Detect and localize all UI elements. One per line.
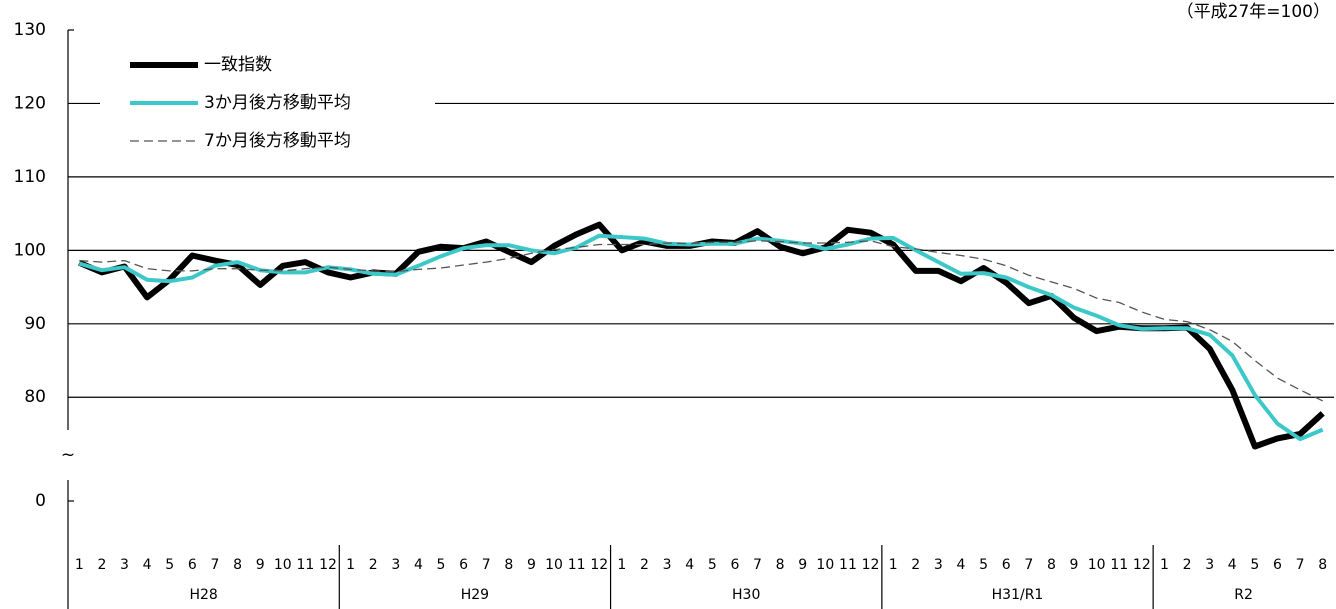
x-tick-label: 2 <box>640 557 649 573</box>
x-tick-label: 7 <box>482 557 491 573</box>
x-tick-label: 8 <box>776 557 785 573</box>
x-tick-label: 9 <box>1070 557 1079 573</box>
x-tick-label: 10 <box>545 557 563 573</box>
unit-note: （平成27年=100） <box>1177 2 1330 22</box>
x-tick-label: 2 <box>369 557 378 573</box>
x-tick-label: 1 <box>617 557 626 573</box>
x-group-label: R2 <box>1234 587 1253 603</box>
axis-break: ~ <box>61 445 75 465</box>
x-tick-label: 6 <box>188 557 197 573</box>
x-tick-label: 8 <box>504 557 513 573</box>
x-tick-label: 7 <box>210 557 219 573</box>
x-tick-label: 7 <box>1296 557 1305 573</box>
legend-label: 一致指数 <box>204 55 272 75</box>
x-group-label: H30 <box>732 587 760 603</box>
x-tick-label: 6 <box>459 557 468 573</box>
x-group-label: H31/R1 <box>992 587 1044 603</box>
x-tick-label: 4 <box>143 557 152 573</box>
x-tick-label: 1 <box>1160 557 1169 573</box>
x-tick-label: 6 <box>730 557 739 573</box>
x-tick-label: 8 <box>1047 557 1056 573</box>
series-line <box>79 240 1323 402</box>
x-tick-label: 5 <box>1250 557 1259 573</box>
y-tick-label: 0 <box>35 491 46 511</box>
y-tick-label: 130 <box>14 20 46 40</box>
y-tick-label: 100 <box>14 240 46 260</box>
x-tick-label: 3 <box>934 557 943 573</box>
x-tick-label: 11 <box>296 557 314 573</box>
x-tick-label: 11 <box>1110 557 1128 573</box>
y-tick-label: 120 <box>14 93 46 113</box>
y-tick-label: 90 <box>24 314 46 334</box>
x-tick-label: 6 <box>1002 557 1011 573</box>
x-tick-label: 6 <box>1273 557 1282 573</box>
x-tick-label: 12 <box>862 557 880 573</box>
x-tick-label: 11 <box>568 557 586 573</box>
x-tick-label: 3 <box>1205 557 1214 573</box>
x-tick-label: 5 <box>708 557 717 573</box>
series-line <box>78 233 1324 442</box>
x-group-label: H29 <box>461 587 489 603</box>
x-tick-label: 4 <box>957 557 966 573</box>
x-tick-label: 10 <box>816 557 834 573</box>
series-line <box>78 221 1325 450</box>
x-group-label: H28 <box>189 587 217 603</box>
x-tick-label: 9 <box>527 557 536 573</box>
x-tick-label: 7 <box>753 557 762 573</box>
x-tick-label: 1 <box>346 557 355 573</box>
legend-label: 3か月後方移動平均 <box>204 93 351 113</box>
x-tick-label: 10 <box>274 557 292 573</box>
x-tick-label: 2 <box>97 557 106 573</box>
x-tick-label: 4 <box>1228 557 1237 573</box>
x-tick-label: 5 <box>165 557 174 573</box>
x-tick-label: 9 <box>256 557 265 573</box>
x-tick-label: 5 <box>979 557 988 573</box>
x-tick-label: 2 <box>911 557 920 573</box>
x-tick-label: 7 <box>1024 557 1033 573</box>
legend-label: 7か月後方移動平均 <box>204 131 351 151</box>
x-tick-label: 12 <box>1133 557 1151 573</box>
y-tick-label: 110 <box>14 167 46 187</box>
x-tick-label: 1 <box>75 557 84 573</box>
x-tick-label: 10 <box>1088 557 1106 573</box>
x-tick-label: 12 <box>319 557 337 573</box>
x-tick-label: 3 <box>391 557 400 573</box>
x-tick-label: 8 <box>1318 557 1327 573</box>
x-tick-label: 9 <box>798 557 807 573</box>
x-tick-label: 3 <box>120 557 129 573</box>
x-tick-label: 8 <box>233 557 242 573</box>
x-tick-label: 5 <box>437 557 446 573</box>
x-tick-label: 2 <box>1183 557 1192 573</box>
x-tick-label: 12 <box>590 557 608 573</box>
x-tick-label: 1 <box>889 557 898 573</box>
y-tick-label: 80 <box>24 387 46 407</box>
x-tick-label: 11 <box>839 557 857 573</box>
x-tick-label: 4 <box>414 557 423 573</box>
x-tick-label: 3 <box>663 557 672 573</box>
x-tick-label: 4 <box>685 557 694 573</box>
